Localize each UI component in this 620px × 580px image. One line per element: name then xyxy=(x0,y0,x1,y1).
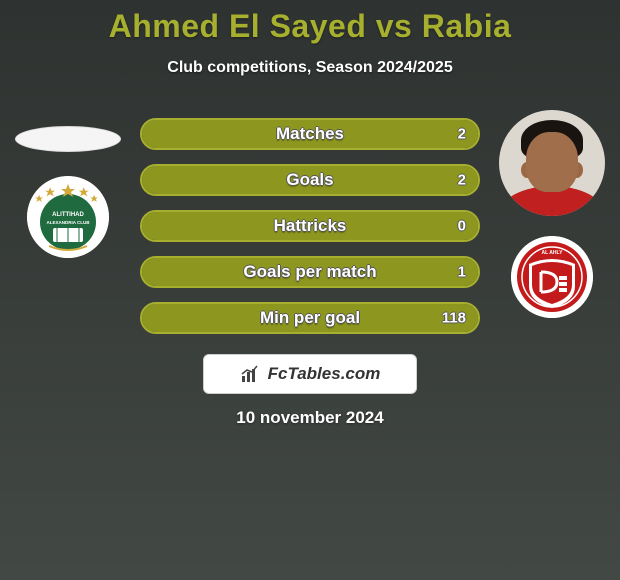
alittihad-club-icon: ALITTIHAD ALEXANDRIA CLUB xyxy=(27,176,109,258)
stat-bar: Min per goal 118 xyxy=(140,302,480,334)
comparison-card: Ahmed El Sayed vs Rabia Club competition… xyxy=(0,0,620,580)
alahly-club-icon: AL AHLY xyxy=(511,236,593,318)
stat-bar: Hattricks 0 xyxy=(140,210,480,242)
svg-text:ALEXANDRIA CLUB: ALEXANDRIA CLUB xyxy=(46,220,90,225)
page-subtitle: Club competitions, Season 2024/2025 xyxy=(0,59,620,77)
left-player-avatar-placeholder xyxy=(15,126,121,152)
chart-icon xyxy=(240,364,262,384)
stat-label: Goals xyxy=(286,170,333,190)
right-club-badge: AL AHLY xyxy=(511,236,593,318)
date-text: 10 november 2024 xyxy=(236,408,383,428)
svg-text:ALITTIHAD: ALITTIHAD xyxy=(52,212,84,218)
right-player-column: AL AHLY xyxy=(492,108,612,318)
stat-bar: Goals per match 1 xyxy=(140,256,480,288)
stat-value-right: 1 xyxy=(458,264,466,281)
stat-value-right: 2 xyxy=(458,172,466,189)
page-title: Ahmed El Sayed vs Rabia xyxy=(0,0,620,45)
right-player-avatar xyxy=(499,110,605,216)
stat-label: Hattricks xyxy=(274,216,347,236)
stat-label: Matches xyxy=(276,124,344,144)
site-badge-text: FcTables.com xyxy=(268,364,381,384)
stat-bar: Matches 2 xyxy=(140,118,480,150)
stat-value-right: 2 xyxy=(458,126,466,143)
left-player-column: ALITTIHAD ALEXANDRIA CLUB xyxy=(8,108,128,258)
stats-bars: Matches 2 Goals 2 Hattricks 0 Goals per match 1… xyxy=(140,118,480,348)
stat-bar: Goals 2 xyxy=(140,164,480,196)
stat-label: Min per goal xyxy=(260,308,360,328)
stat-value-right: 118 xyxy=(442,310,466,327)
site-badge[interactable]: FcTables.com xyxy=(203,354,417,394)
stat-value-right: 0 xyxy=(458,218,466,235)
stat-label: Goals per match xyxy=(243,262,376,282)
svg-text:AL AHLY: AL AHLY xyxy=(542,250,564,256)
left-club-badge: ALITTIHAD ALEXANDRIA CLUB xyxy=(27,176,109,258)
